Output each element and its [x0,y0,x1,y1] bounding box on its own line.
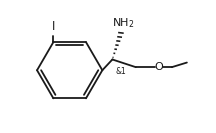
Text: NH$_2$: NH$_2$ [112,16,135,30]
Text: O: O [155,62,164,72]
Text: &1: &1 [115,67,126,76]
Text: I: I [52,20,55,33]
